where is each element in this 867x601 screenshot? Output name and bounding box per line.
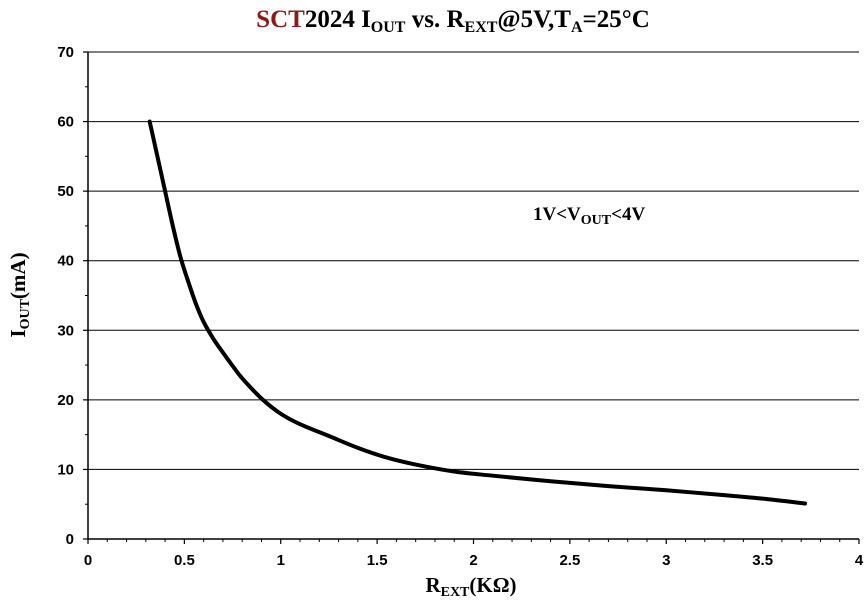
x-tick-label-1.5: 1.5 xyxy=(367,552,388,569)
y-tick-label-70: 70 xyxy=(57,44,74,61)
y-tick-label-10: 10 xyxy=(57,461,74,478)
annotation: 1V<VOUT<4V xyxy=(533,204,645,228)
x-axis-label: REXT(KΩ) xyxy=(425,573,516,600)
x-axis-label-main: R xyxy=(425,573,441,597)
x-tick-label-0.5: 0.5 xyxy=(174,552,195,569)
y-tick-label-20: 20 xyxy=(57,392,74,409)
title-part1: I xyxy=(355,6,371,33)
axes xyxy=(87,52,859,540)
x-axis-label-sub: EXT xyxy=(441,585,470,600)
x-tick-labels: 0 0.5 1 1.5 2 2.5 3 3.5 4 xyxy=(84,552,864,569)
x-tick-label-2: 2 xyxy=(469,552,477,569)
x-tick-label-0: 0 xyxy=(84,552,92,569)
tick-marks xyxy=(83,51,860,544)
x-tick-label-2.5: 2.5 xyxy=(559,552,580,569)
title-part1-sub: OUT xyxy=(371,19,406,36)
y-tick-label-60: 60 xyxy=(57,114,74,131)
grid-lines xyxy=(88,51,859,470)
x-tick-label-3: 3 xyxy=(662,552,670,569)
y-tick-label-0: 0 xyxy=(66,531,74,548)
x-tick-label-1: 1 xyxy=(277,552,285,569)
series xyxy=(147,119,808,506)
y-tick-labels: 0 10 20 30 40 50 60 70 xyxy=(57,44,74,548)
x-axis-label-rest: (KΩ) xyxy=(469,573,516,597)
annotation-rest: <4V xyxy=(611,204,645,225)
title-part2: vs. R xyxy=(405,6,465,33)
y-tick-label-50: 50 xyxy=(57,183,74,200)
title-part2-sub: EXT xyxy=(465,19,498,36)
y-tick-label-40: 40 xyxy=(57,253,74,270)
y-axis-label-main: I xyxy=(6,329,30,337)
title-model: 2024 xyxy=(305,6,356,33)
y-axis-label: IOUT(mA) xyxy=(6,252,33,337)
annotation-main: 1V<V xyxy=(533,204,581,225)
chart-title: SCT2024 IOUT vs. REXT@5V,TA=25°C xyxy=(256,6,650,36)
annotation-sub: OUT xyxy=(581,213,612,228)
y-axis-label-rest: (mA) xyxy=(6,252,30,299)
series-line-0 xyxy=(147,119,808,506)
title-brand: SCT xyxy=(256,6,305,33)
title-part4: =25°C xyxy=(583,6,650,33)
x-tick-label-3.5: 3.5 xyxy=(752,552,773,569)
title-part3-sub: A xyxy=(571,19,583,36)
title-part3: @5V,T xyxy=(497,6,571,33)
x-tick-label-4: 4 xyxy=(855,552,864,569)
y-axis-label-sub: OUT xyxy=(18,298,33,329)
y-tick-label-30: 30 xyxy=(57,322,74,339)
